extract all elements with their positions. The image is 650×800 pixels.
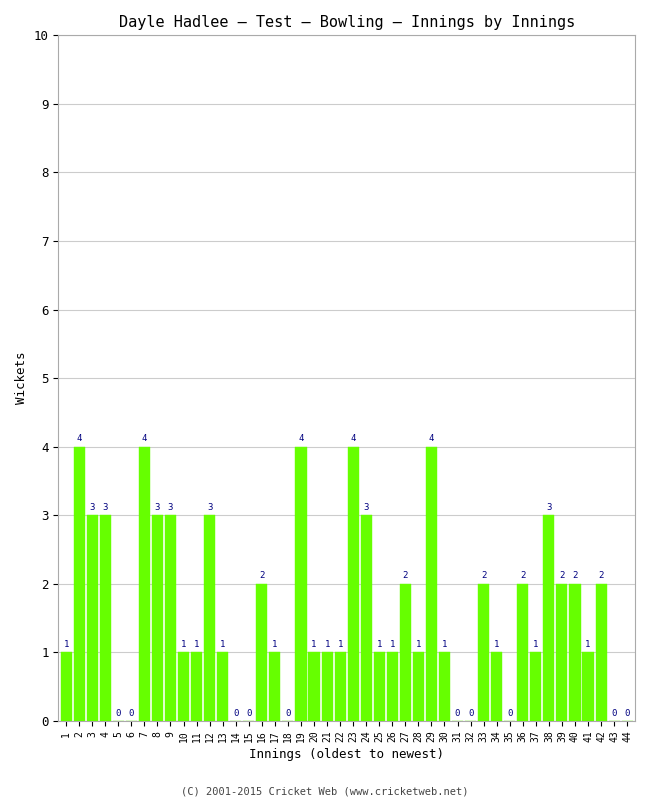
Bar <box>60 653 72 721</box>
Bar <box>361 515 372 721</box>
Bar <box>387 653 398 721</box>
Text: 1: 1 <box>337 640 343 649</box>
Bar <box>400 584 411 721</box>
Text: 0: 0 <box>455 709 460 718</box>
Bar <box>491 653 502 721</box>
Bar <box>217 653 228 721</box>
Text: 0: 0 <box>246 709 252 718</box>
Text: 0: 0 <box>468 709 473 718</box>
Text: 3: 3 <box>168 503 173 512</box>
Bar <box>413 653 424 721</box>
Text: 1: 1 <box>586 640 591 649</box>
Bar <box>348 446 359 721</box>
Bar <box>543 515 554 721</box>
Text: 4: 4 <box>298 434 304 443</box>
Text: 0: 0 <box>625 709 630 718</box>
Text: 3: 3 <box>103 503 108 512</box>
Text: 3: 3 <box>90 503 95 512</box>
Text: 2: 2 <box>520 571 525 581</box>
Bar <box>556 584 567 721</box>
Text: 0: 0 <box>233 709 239 718</box>
Bar <box>139 446 150 721</box>
Bar <box>178 653 189 721</box>
Text: 3: 3 <box>155 503 160 512</box>
Bar <box>296 446 307 721</box>
Text: 2: 2 <box>599 571 604 581</box>
Bar <box>73 446 84 721</box>
Y-axis label: Wickets: Wickets <box>15 352 28 405</box>
Text: 3: 3 <box>363 503 369 512</box>
Bar <box>374 653 385 721</box>
Bar <box>99 515 111 721</box>
Text: 1: 1 <box>376 640 382 649</box>
Text: 4: 4 <box>350 434 356 443</box>
Text: 2: 2 <box>559 571 565 581</box>
Text: 3: 3 <box>546 503 552 512</box>
Text: 0: 0 <box>285 709 291 718</box>
Bar <box>269 653 280 721</box>
Text: 2: 2 <box>402 571 408 581</box>
Text: 2: 2 <box>259 571 265 581</box>
Text: 0: 0 <box>129 709 134 718</box>
Text: 1: 1 <box>194 640 200 649</box>
Text: 0: 0 <box>116 709 121 718</box>
Text: 1: 1 <box>181 640 187 649</box>
Text: 4: 4 <box>142 434 147 443</box>
Text: 1: 1 <box>272 640 278 649</box>
Text: 1: 1 <box>311 640 317 649</box>
Bar <box>530 653 541 721</box>
Bar <box>569 584 580 721</box>
Text: 4: 4 <box>429 434 434 443</box>
Text: (C) 2001-2015 Cricket Web (www.cricketweb.net): (C) 2001-2015 Cricket Web (www.cricketwe… <box>181 786 469 796</box>
Text: 4: 4 <box>77 434 82 443</box>
Bar <box>478 584 489 721</box>
Text: 0: 0 <box>507 709 512 718</box>
Text: 1: 1 <box>494 640 499 649</box>
Text: 3: 3 <box>207 503 213 512</box>
Bar <box>439 653 450 721</box>
Bar <box>204 515 215 721</box>
Text: 2: 2 <box>481 571 486 581</box>
Bar <box>86 515 98 721</box>
Text: 2: 2 <box>572 571 578 581</box>
Title: Dayle Hadlee – Test – Bowling – Innings by Innings: Dayle Hadlee – Test – Bowling – Innings … <box>118 15 575 30</box>
Bar <box>322 653 333 721</box>
Bar <box>191 653 202 721</box>
Text: 1: 1 <box>220 640 226 649</box>
Bar <box>595 584 606 721</box>
Text: 1: 1 <box>324 640 330 649</box>
Text: 0: 0 <box>612 709 617 718</box>
Text: 1: 1 <box>64 640 69 649</box>
Text: 1: 1 <box>389 640 395 649</box>
Bar <box>426 446 437 721</box>
Bar <box>335 653 346 721</box>
Text: 1: 1 <box>533 640 538 649</box>
Text: 1: 1 <box>442 640 447 649</box>
Bar <box>517 584 528 721</box>
X-axis label: Innings (oldest to newest): Innings (oldest to newest) <box>249 748 444 761</box>
Bar <box>582 653 593 721</box>
Text: 1: 1 <box>416 640 421 649</box>
Bar <box>256 584 267 721</box>
Bar <box>309 653 320 721</box>
Bar <box>165 515 176 721</box>
Bar <box>152 515 163 721</box>
